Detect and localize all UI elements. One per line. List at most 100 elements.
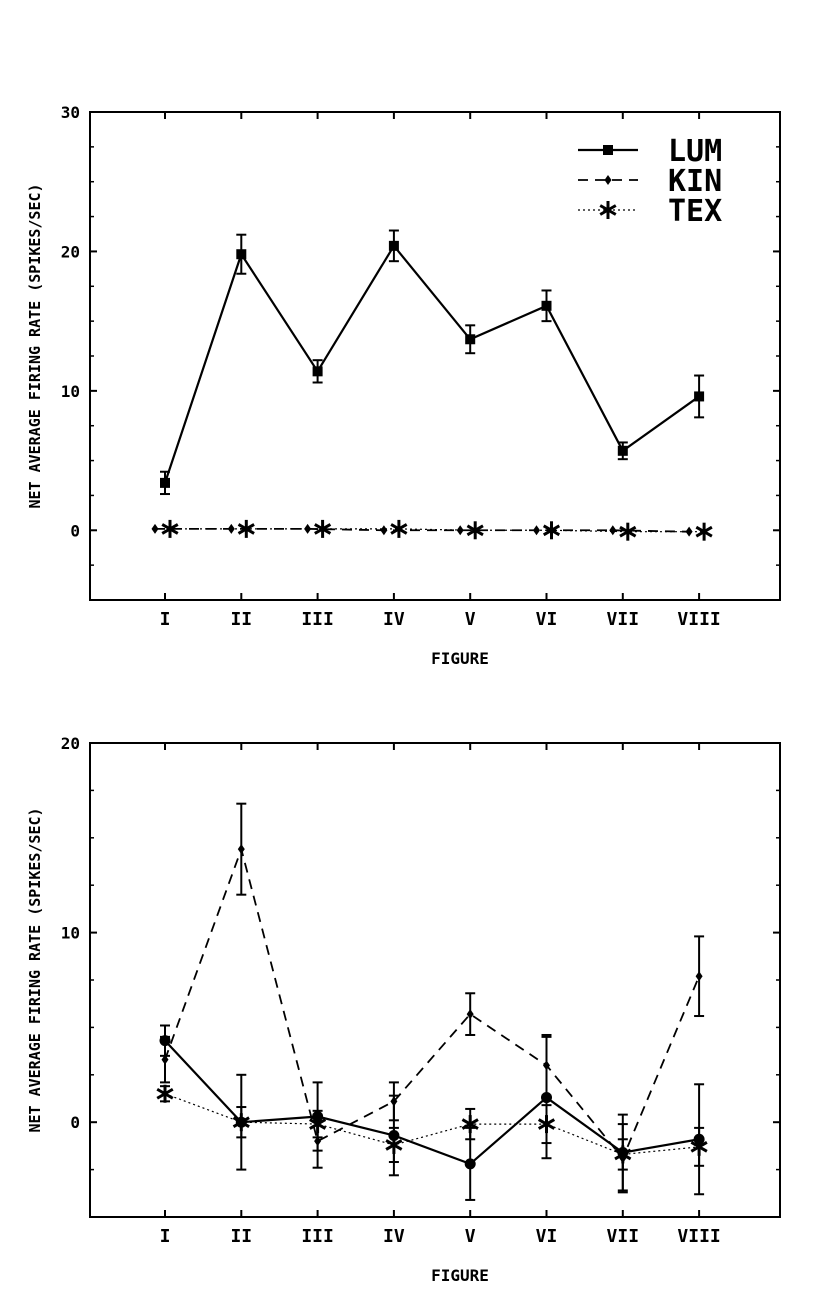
- chart1-series-kin: [151, 523, 693, 537]
- chart1-series-lum: [160, 229, 705, 496]
- chart1-point-1-II-shape: [236, 249, 247, 260]
- chart2-xtick-label-4: V: [465, 1226, 476, 1247]
- chart1-point-3-V-stroke-2: [466, 524, 484, 537]
- chart1-point-2-I-shape: [151, 523, 159, 534]
- chart1-point-2-VIII-shape: [685, 526, 693, 537]
- chart1-point-3-I-stroke-2: [161, 523, 179, 535]
- chart1-point-3-V: [466, 521, 484, 540]
- chart2-point-2-V: [466, 1009, 474, 1020]
- chart2-point-2-VIII-shape: [695, 971, 703, 982]
- chart2-xtick-label-3: IV: [383, 1226, 405, 1247]
- chart1-ytick-label-0: 0: [70, 521, 80, 540]
- chart1-point-2-IV-shape: [380, 525, 388, 536]
- chart2-point-2-VI-shape: [543, 1060, 550, 1071]
- chart1-point-3-VI: [542, 521, 561, 540]
- chart1-point-1-VI-shape: [541, 300, 552, 311]
- chart2-point-2-I-shape: [161, 1054, 169, 1065]
- chart2-series-3: [156, 1084, 708, 1171]
- chart1-series-line-1: [163, 243, 700, 484]
- chart2-point-2-III: [314, 1136, 322, 1147]
- chart2-series-line-2: [164, 846, 700, 1160]
- chart2-point-3-VIII: [690, 1137, 708, 1156]
- chart1-point-2-I: [151, 523, 159, 534]
- legend-label: KIN: [668, 164, 722, 199]
- chart1-point-1-VIII: [694, 391, 705, 402]
- chart2-point-2-IV-shape: [390, 1096, 398, 1107]
- chart1-point-1-VI: [541, 300, 552, 311]
- chart1-point-3-III-stroke-2: [314, 523, 332, 535]
- chart2-point-2-V-shape: [466, 1009, 474, 1020]
- legend-marker-shape: [604, 175, 612, 185]
- chart1-point-1-VII: [617, 445, 628, 456]
- chart2-plot-frame: [89, 742, 781, 1218]
- chart1-point-3-I: [161, 519, 179, 538]
- chart1-xtick-label-0: I: [160, 609, 171, 630]
- chart2-x-axis-label: FIGURE: [431, 1266, 489, 1285]
- chart2-point-2-VIII: [695, 971, 703, 982]
- legend-marker-stroke-2: [599, 204, 617, 216]
- chart2-point-3-III: [309, 1115, 327, 1134]
- chart1-point-3-IV: [390, 519, 408, 538]
- chart1-point-1-V-shape: [465, 334, 476, 345]
- chart1-xtick-label-7: VIII: [677, 609, 720, 630]
- chart2-ytick-label-1: 10: [61, 924, 80, 943]
- chart1-xtick-label-4: V: [465, 609, 476, 630]
- chart1-point-1-IV: [388, 240, 399, 251]
- chart1-series-line-3: [170, 528, 705, 533]
- chart2-point-3-I: [156, 1084, 174, 1103]
- chart2-xtick-label-6: VII: [607, 1226, 640, 1247]
- chart1-point-2-VIII: [685, 526, 693, 537]
- chart2-point-2-VI: [543, 1060, 550, 1071]
- chart2-xtick-label-2: III: [301, 1226, 334, 1247]
- chart1-x-axis-label: FIGURE: [431, 649, 489, 668]
- chart2-point-3-VI-stroke-2: [537, 1118, 556, 1130]
- chart1-xtick-label-1: II: [230, 609, 252, 630]
- legend-label: LUM: [668, 134, 722, 169]
- legend-label: TEX: [668, 194, 722, 229]
- chart1-xtick-label-6: VII: [607, 609, 640, 630]
- chart2-xtick-label-0: I: [160, 1226, 171, 1247]
- legend-marker: [599, 201, 617, 219]
- chart1-point-1-II: [236, 249, 247, 260]
- chart2-point-3-III-stroke-2: [309, 1118, 327, 1130]
- chart2-point-3-VIII-stroke-2: [690, 1141, 708, 1153]
- chart2-point-2-III-shape: [314, 1136, 322, 1147]
- chart1-point-2-IV: [380, 525, 388, 536]
- chart1-point-1-III-shape: [312, 366, 323, 377]
- chart2-xtick-label-7: VIII: [677, 1226, 720, 1247]
- chart2-point-3-II-stroke-2: [232, 1116, 250, 1128]
- chart1-point-1-VIII-shape: [694, 391, 705, 402]
- legend-marker: [603, 145, 613, 155]
- chart2-point-3-II: [232, 1113, 250, 1132]
- legend-marker: [604, 175, 612, 185]
- chart2-point-3-I-stroke-2: [156, 1087, 174, 1100]
- chart1-point-2-III-shape: [304, 523, 312, 534]
- chart2-series-line-1: [164, 1039, 700, 1166]
- chart1-point-2-VII: [609, 525, 617, 536]
- chart1-ytick-label-2: 20: [61, 242, 80, 261]
- chart1-point-2-III: [304, 523, 312, 534]
- chart2-ytick-label-0: 0: [70, 1113, 80, 1132]
- chart1-point-3-IV-stroke-2: [390, 523, 408, 535]
- chart1-point-1-VII-shape: [617, 445, 628, 456]
- chart2-point-3-VII-stroke-2: [614, 1148, 632, 1161]
- chart2-point-2-IV: [390, 1096, 398, 1107]
- chart2-series-line-3: [164, 1093, 700, 1156]
- chart2-point-3-VII: [614, 1145, 632, 1164]
- chart1-xtick-label-5: VI: [536, 609, 558, 630]
- chart2-xtick-label-1: II: [230, 1226, 252, 1247]
- legend-item-lum: LUM: [578, 134, 722, 169]
- chart1-xtick-label-3: IV: [383, 609, 405, 630]
- chart2-point-3-V: [461, 1115, 479, 1134]
- chart2-point-3-IV: [385, 1135, 403, 1154]
- chart1-series-tex: [161, 519, 713, 541]
- chart1-point-2-VII-shape: [609, 525, 617, 536]
- chart1-xtick-label-2: III: [301, 609, 334, 630]
- chart1-point-3-VI-stroke-2: [542, 524, 561, 537]
- chart1-point-3-II: [237, 519, 255, 538]
- chart2-point-3-VI: [537, 1115, 556, 1134]
